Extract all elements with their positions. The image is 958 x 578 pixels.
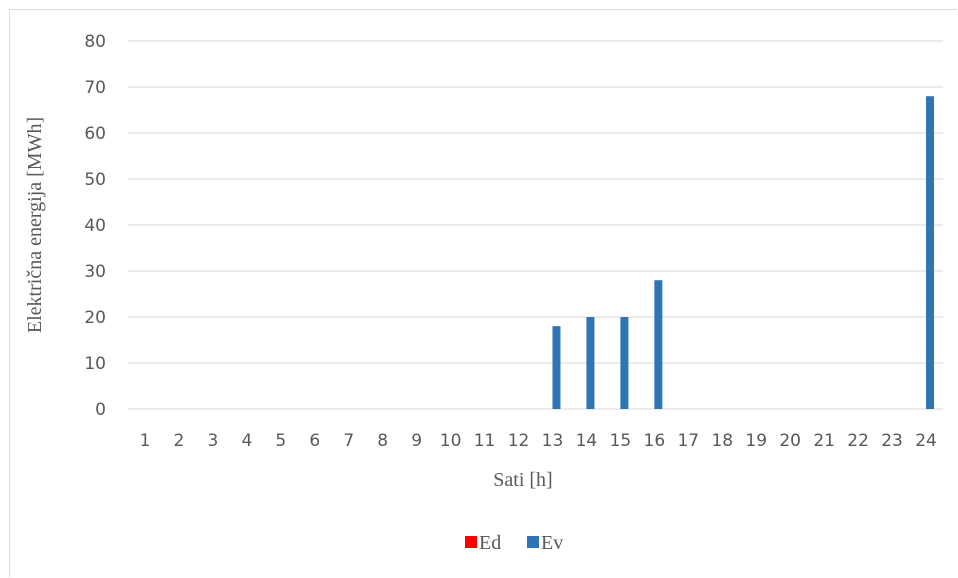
x-tick-label-13: 13 (542, 431, 564, 451)
x-tick-label-2: 2 (174, 431, 185, 451)
gridlines (128, 40, 943, 410)
y-tick-label-20: 20 (84, 308, 106, 328)
bar-Ev-15 (620, 317, 629, 409)
x-tick-labels: 1 2 3 4 5 6 7 8 9 10 11 12 13 14 15 16 17 18 19 20 21 22 23 24 (140, 431, 937, 451)
x-tick-label-8: 8 (377, 431, 388, 451)
y-tick-label-10: 10 (84, 354, 106, 374)
legend-swatch-Ev (527, 536, 539, 548)
x-tick-label-19: 19 (745, 431, 767, 451)
x-tick-label-3: 3 (207, 431, 218, 451)
x-tick-label-15: 15 (610, 431, 632, 451)
x-tick-label-18: 18 (711, 431, 733, 451)
y-tick-label-70: 70 (84, 78, 106, 98)
bar-Ev-16 (654, 280, 663, 409)
y-tick-labels: 0 10 20 30 40 50 60 70 80 (84, 32, 106, 420)
bar-Ev-13 (552, 326, 561, 409)
y-axis-title: Električna energija [MWh] (24, 117, 46, 333)
x-tick-label-24: 24 (915, 431, 937, 451)
x-tick-label-9: 9 (411, 431, 422, 451)
x-tick-label-10: 10 (440, 431, 462, 451)
x-tick-label-6: 6 (309, 431, 320, 451)
x-tick-label-4: 4 (241, 431, 252, 451)
x-tick-label-14: 14 (576, 431, 598, 451)
x-tick-label-11: 11 (474, 431, 496, 451)
y-tick-label-60: 60 (84, 124, 106, 144)
x-tick-label-21: 21 (813, 431, 835, 451)
bars (552, 96, 935, 409)
y-tick-label-40: 40 (84, 216, 106, 236)
legend-label-Ed: Ed (479, 532, 501, 554)
bar-Ev-24 (926, 96, 935, 409)
x-tick-label-7: 7 (343, 431, 354, 451)
y-tick-label-0: 0 (95, 400, 106, 420)
x-tick-label-22: 22 (847, 431, 869, 451)
legend-swatch-Ed (465, 536, 477, 548)
y-tick-label-30: 30 (84, 262, 106, 282)
x-tick-label-1: 1 (140, 431, 151, 451)
x-tick-label-5: 5 (275, 431, 286, 451)
x-tick-label-23: 23 (881, 431, 903, 451)
chart-frame (9, 9, 957, 577)
x-tick-label-20: 20 (779, 431, 801, 451)
y-tick-label-80: 80 (84, 32, 106, 52)
legend-label-Ev: Ev (541, 532, 563, 554)
y-tick-label-50: 50 (84, 170, 106, 190)
legend: Ed Ev (465, 532, 563, 554)
x-tick-label-17: 17 (677, 431, 699, 451)
x-axis-title: Sati [h] (493, 469, 552, 491)
x-tick-label-12: 12 (508, 431, 530, 451)
x-tick-label-16: 16 (644, 431, 666, 451)
bar-Ev-14 (586, 317, 595, 409)
